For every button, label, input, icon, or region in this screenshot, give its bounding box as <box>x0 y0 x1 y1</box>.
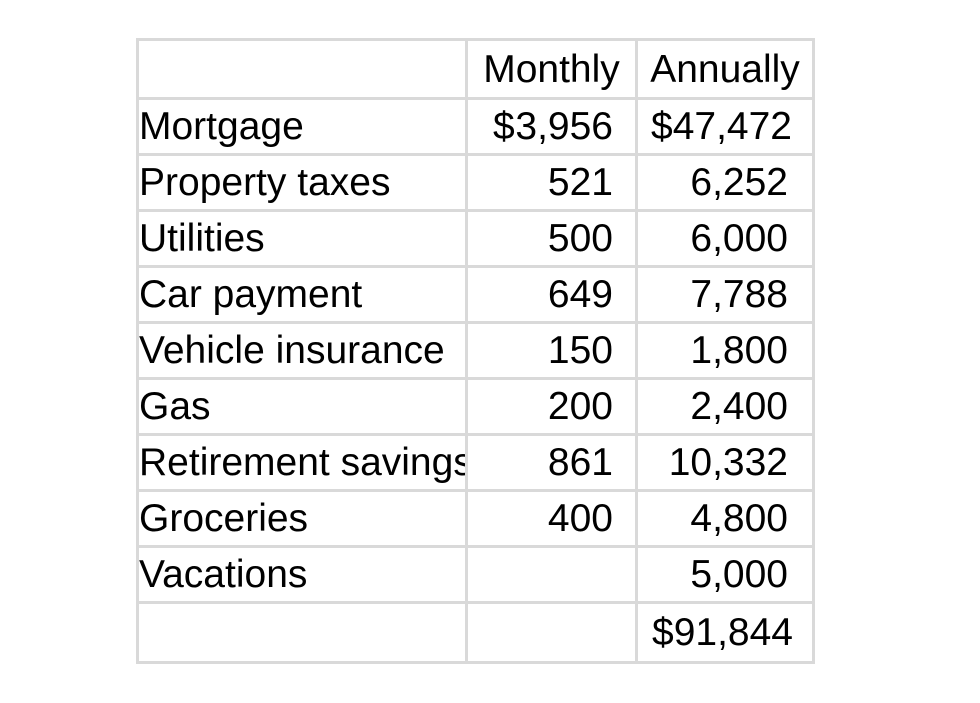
monthly-value-cell <box>465 545 638 604</box>
table-row-utilities: Utilities 500 6,000 <box>136 209 815 268</box>
table-row-mortgage: Mortgage $ 3,956 $ 47,472 <box>136 97 815 156</box>
header-annually: Annually <box>635 38 815 100</box>
total-row: $ 91,844 <box>136 601 815 664</box>
annually-value-cell: $ 47,472 <box>635 97 815 156</box>
table-row-gas: Gas 200 2,400 <box>136 377 815 436</box>
total-empty-label-cell <box>136 601 468 664</box>
header-empty-cell <box>136 38 468 100</box>
annually-value-cell: 2,400 <box>635 377 815 436</box>
row-label: Retirement savings <box>136 433 468 492</box>
row-label: Property taxes <box>136 153 468 212</box>
monthly-value-cell: 400 <box>465 489 638 548</box>
dollar-sign: $ <box>493 105 515 148</box>
monthly-value-cell: $ 3,956 <box>465 97 638 156</box>
row-label: Vacations <box>136 545 468 604</box>
table-row-car-payment: Car payment 649 7,788 <box>136 265 815 324</box>
total-value: 91,844 <box>673 611 793 654</box>
total-empty-monthly-cell <box>465 601 638 664</box>
row-label: Utilities <box>136 209 468 268</box>
dollar-sign: $ <box>652 611 674 654</box>
table-row-vacations: Vacations 5,000 <box>136 545 815 604</box>
total-annually-cell: $ 91,844 <box>635 601 815 664</box>
cell-value: 47,472 <box>672 105 792 148</box>
monthly-value-cell: 521 <box>465 153 638 212</box>
header-row: Monthly Annually <box>136 38 815 100</box>
annually-value-cell: 5,000 <box>635 545 815 604</box>
row-label: Groceries <box>136 489 468 548</box>
cell-value: 3,956 <box>515 105 613 148</box>
table-row-groceries: Groceries 400 4,800 <box>136 489 815 548</box>
monthly-value-cell: 649 <box>465 265 638 324</box>
annually-value-cell: 7,788 <box>635 265 815 324</box>
budget-table: Monthly Annually Mortgage $ 3,956 $ 47,4… <box>136 38 815 664</box>
annually-value-cell: 6,252 <box>635 153 815 212</box>
monthly-value-cell: 861 <box>465 433 638 492</box>
row-label: Mortgage <box>136 97 468 156</box>
monthly-value-cell: 200 <box>465 377 638 436</box>
row-label: Vehicle insurance <box>136 321 468 380</box>
table-row-property-taxes: Property taxes 521 6,252 <box>136 153 815 212</box>
annually-value-cell: 4,800 <box>635 489 815 548</box>
table-row-vehicle-insurance: Vehicle insurance 150 1,800 <box>136 321 815 380</box>
row-label: Gas <box>136 377 468 436</box>
annually-value-cell: 10,332 <box>635 433 815 492</box>
annually-value-cell: 6,000 <box>635 209 815 268</box>
dollar-sign: $ <box>651 105 673 148</box>
header-monthly: Monthly <box>465 38 638 100</box>
monthly-value-cell: 500 <box>465 209 638 268</box>
annually-value-cell: 1,800 <box>635 321 815 380</box>
monthly-value-cell: 150 <box>465 321 638 380</box>
table-row-retirement-savings: Retirement savings 861 10,332 <box>136 433 815 492</box>
row-label: Car payment <box>136 265 468 324</box>
